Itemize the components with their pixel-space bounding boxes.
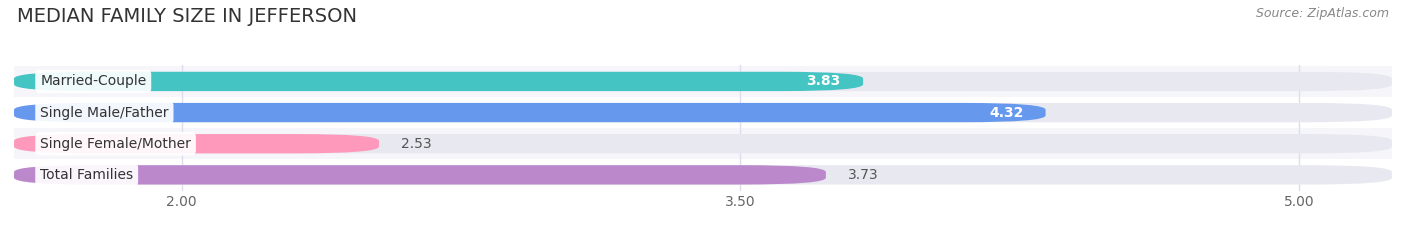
FancyBboxPatch shape <box>14 165 1392 185</box>
FancyBboxPatch shape <box>14 72 863 91</box>
Text: Single Female/Mother: Single Female/Mother <box>41 137 191 151</box>
Text: 3.73: 3.73 <box>848 168 879 182</box>
FancyBboxPatch shape <box>14 103 1392 122</box>
Text: Source: ZipAtlas.com: Source: ZipAtlas.com <box>1256 7 1389 20</box>
Bar <box>14 159 1392 190</box>
Text: Single Male/Father: Single Male/Father <box>41 106 169 120</box>
Text: Married-Couple: Married-Couple <box>41 74 146 89</box>
Text: 3.83: 3.83 <box>807 74 841 89</box>
Bar <box>14 97 1392 128</box>
Text: 2.53: 2.53 <box>401 137 432 151</box>
FancyBboxPatch shape <box>14 103 1046 122</box>
Bar <box>14 66 1392 97</box>
Bar <box>14 128 1392 159</box>
Text: Total Families: Total Families <box>41 168 134 182</box>
FancyBboxPatch shape <box>14 72 1392 91</box>
Text: 4.32: 4.32 <box>988 106 1024 120</box>
FancyBboxPatch shape <box>14 165 825 185</box>
FancyBboxPatch shape <box>14 134 1392 153</box>
FancyBboxPatch shape <box>14 134 380 153</box>
Text: MEDIAN FAMILY SIZE IN JEFFERSON: MEDIAN FAMILY SIZE IN JEFFERSON <box>17 7 357 26</box>
